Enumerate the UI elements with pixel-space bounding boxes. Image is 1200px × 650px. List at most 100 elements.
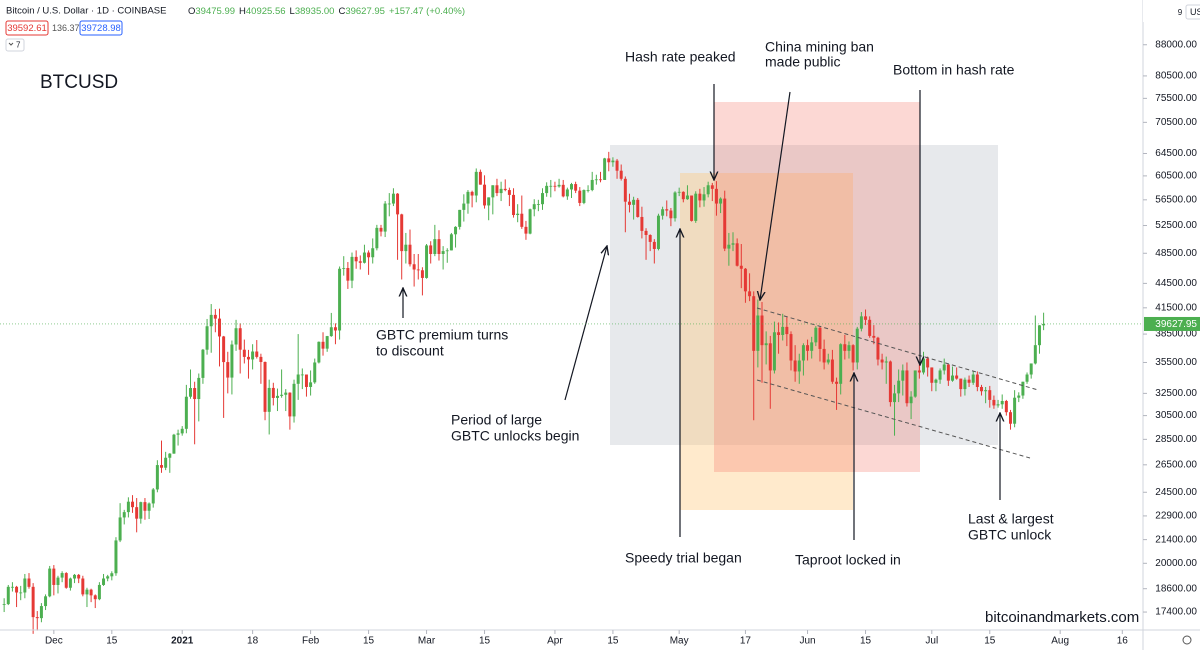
candle-body: [234, 328, 238, 345]
ask-box[interactable]: [79, 20, 123, 36]
currency: USD: [1190, 7, 1200, 17]
candle-body: [855, 328, 859, 363]
candle-body: [876, 337, 880, 360]
y-tick-label: 20000.00: [1155, 558, 1197, 569]
candle-body: [971, 374, 975, 383]
header-field: 39627.95: [345, 6, 385, 17]
candle-body: [735, 243, 739, 266]
candle-body: [338, 268, 342, 331]
x-tick-label: 18: [247, 636, 259, 647]
candle-body: [901, 370, 905, 381]
candle-body: [321, 341, 325, 349]
candle-body: [483, 184, 487, 206]
candle-body: [126, 501, 130, 513]
candle-body: [93, 595, 97, 600]
candle-body: [255, 351, 259, 357]
candle-body: [992, 399, 996, 406]
annotation: made public: [765, 54, 841, 70]
candle-body: [1008, 412, 1012, 424]
candle-body: [685, 195, 689, 200]
candle-body: [859, 316, 863, 329]
time-axis: Dec 15 2021 18 Feb 15 Mar 15 Apr 15 May 17 Jun 15 Jul 1…: [45, 630, 1128, 647]
annotation: Hash rate peaked: [625, 49, 736, 65]
candle-body: [317, 341, 321, 363]
settings-icon[interactable]: [1182, 635, 1192, 645]
candle-body: [772, 332, 776, 371]
candle-body: [785, 326, 789, 335]
candle-body: [851, 345, 855, 363]
symbol-label: BTCUSD: [40, 72, 118, 93]
candle-body: [801, 345, 805, 361]
annotation: Bottom in hash rate: [893, 62, 1015, 78]
candle-body: [586, 190, 590, 191]
candle-body: [246, 356, 250, 360]
candle-body: [193, 388, 197, 400]
candle-body: [367, 252, 371, 258]
y-tick-label: 60500.00: [1155, 171, 1197, 182]
candle-body: [760, 315, 764, 346]
candle-body: [934, 379, 938, 383]
candle-body: [491, 185, 495, 198]
candle-body: [114, 540, 118, 574]
candle-body: [205, 326, 209, 350]
candle-body: [387, 203, 391, 205]
candle-body: [922, 358, 926, 373]
candle-body: [814, 327, 818, 343]
candle-body: [619, 170, 623, 179]
candle-body: [1021, 381, 1025, 396]
candle-body: [723, 198, 727, 249]
candle-body: [975, 374, 979, 387]
candle-body: [238, 328, 242, 350]
candle-body: [984, 390, 988, 392]
candle-body: [263, 361, 267, 412]
candle-body: [259, 356, 263, 362]
candle-body: [793, 360, 797, 372]
y-tick-label: 26500.00: [1155, 459, 1197, 470]
candle-body: [106, 576, 110, 579]
candle-body: [168, 453, 172, 458]
annotation: Last & largest: [968, 511, 1054, 527]
candle-body: [1025, 374, 1029, 382]
candle-body: [396, 193, 400, 215]
candle-body: [714, 188, 718, 204]
currency-button[interactable]: [1185, 4, 1200, 20]
candle-body: [68, 578, 72, 588]
candle-body: [64, 573, 68, 588]
candle-body: [180, 428, 184, 434]
candle-body: [516, 213, 520, 216]
arrow: [760, 91, 791, 300]
x-tick-label: 17: [740, 636, 752, 647]
y-tick-label: 17400.00: [1155, 607, 1197, 618]
candle-body: [752, 296, 756, 351]
arrow: [564, 246, 607, 401]
x-tick-label: 15: [106, 636, 118, 647]
candle-body: [698, 193, 702, 201]
x-tick-label: 15: [607, 636, 619, 647]
x-tick-label: Dec: [45, 636, 63, 647]
candle-body: [719, 198, 723, 204]
candle-body: [611, 160, 615, 163]
x-tick-label: 15: [363, 636, 375, 647]
candle-body: [710, 185, 714, 189]
candle-body: [897, 380, 901, 394]
x-tick-label: Aug: [1051, 636, 1069, 647]
bid-box[interactable]: [5, 20, 49, 36]
indicators-toggle[interactable]: [5, 38, 25, 52]
candle-body: [437, 239, 441, 254]
header-field: 40925.56: [246, 6, 286, 17]
annotation: GBTC unlock: [968, 527, 1052, 543]
candle-body: [777, 332, 781, 335]
header: Bitcoin / U.S. Dollar · 1D · COINBASE O3…: [5, 6, 465, 52]
candle-body: [942, 364, 946, 371]
candle-body: [764, 343, 768, 346]
annotation: GBTC premium turns: [376, 327, 508, 343]
candle-body: [690, 195, 694, 221]
candle-body: [280, 394, 284, 396]
y-tick-label: 28500.00: [1155, 434, 1197, 445]
candle-body: [826, 359, 830, 363]
candle-body: [27, 578, 31, 587]
candle-body: [10, 586, 14, 588]
candle-body: [139, 502, 143, 519]
candle-body: [603, 158, 607, 180]
candle-body: [226, 362, 230, 378]
